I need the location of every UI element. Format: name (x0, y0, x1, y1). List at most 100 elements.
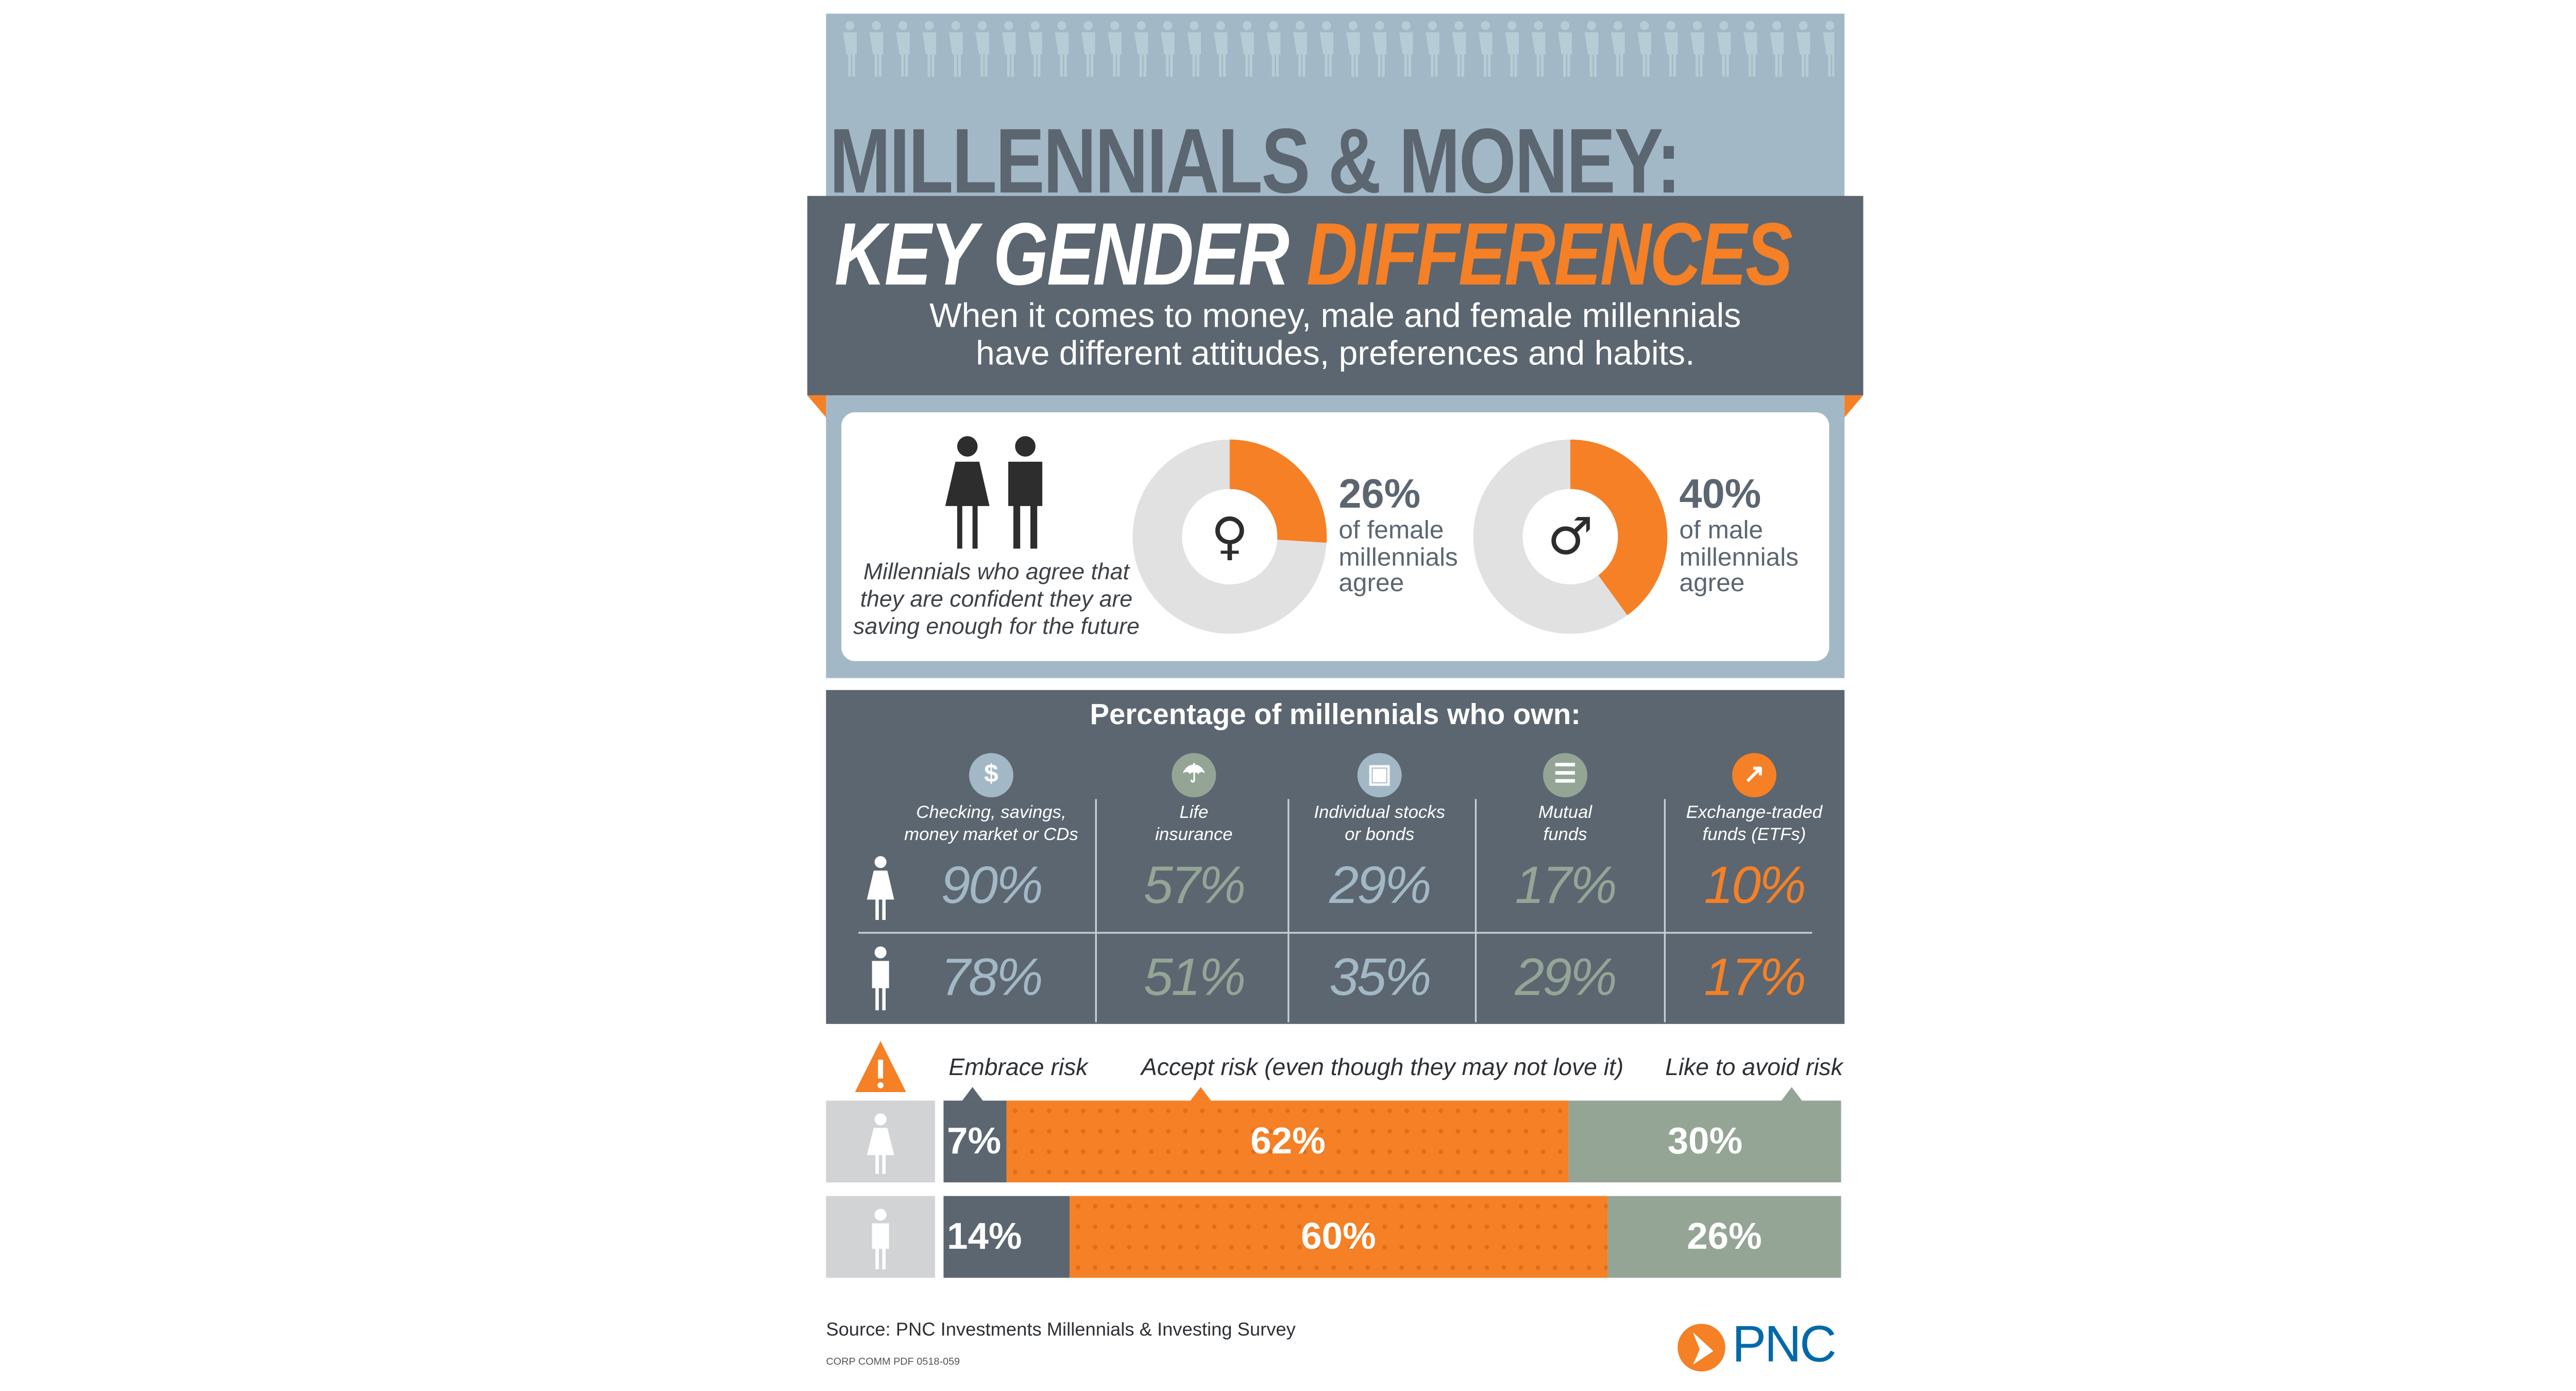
label-line: of male (1679, 516, 1764, 545)
person-silhouette (1108, 21, 1122, 77)
male-icon-box (826, 1196, 935, 1278)
male-donut-label: 40% of male millennials agree (1679, 473, 1799, 598)
donut-slice (1570, 439, 1668, 615)
embrace-risk-label: Embrace risk (948, 1052, 1088, 1080)
female-ownership-value: 17% (1515, 855, 1617, 915)
male-ownership-value: 17% (1704, 947, 1806, 1007)
male-risk-bar: 14% 60% 26% (943, 1196, 1841, 1278)
label-line: Exchange-traded (1686, 802, 1823, 823)
subtitle-line-2: have different attitudes, preferences an… (975, 336, 1695, 373)
subtitle-line-1: When it comes to money, male and female … (929, 298, 1741, 336)
person-silhouette (1134, 21, 1148, 77)
person-silhouette (1717, 21, 1731, 77)
ownership-column-label: Exchange-traded funds (ETFs) (1660, 802, 1848, 847)
person-silhouette (1161, 21, 1175, 77)
avoid-risk-segment: 26% (1607, 1196, 1841, 1278)
caption-line: Millennials who agree that (863, 559, 1129, 584)
person-silhouette (1823, 21, 1835, 77)
title-band (807, 196, 1863, 395)
label-line: Mutual (1538, 802, 1592, 823)
label-line: Life (1179, 802, 1209, 823)
female-icon-box (826, 1100, 935, 1183)
female-person-icon (867, 856, 894, 920)
person-silhouette (1028, 21, 1042, 77)
pointer (962, 1087, 983, 1101)
person-silhouette (1266, 21, 1281, 77)
label-line: millennials (1338, 542, 1458, 572)
title-line-2: KEY GENDER DIFFERENCES (834, 206, 1793, 305)
female-person-icon (867, 1113, 894, 1174)
label-line: millennials (1679, 542, 1799, 572)
segment-value: 14% (947, 1215, 1022, 1258)
person-silhouette (1187, 21, 1201, 77)
segment-value: 62% (1250, 1119, 1326, 1162)
female-ownership-value: 90% (941, 855, 1043, 915)
avoid-risk-segment: 30% (1569, 1100, 1841, 1183)
male-ownership-value: 51% (1143, 947, 1246, 1007)
column-divider (1095, 799, 1097, 1023)
ribbon-fold-right (1844, 395, 1863, 417)
caption-line: saving enough for the future (853, 613, 1140, 639)
dollar-icon: $ (969, 753, 1013, 798)
segment-value: 26% (1687, 1215, 1762, 1258)
segment-value: 30% (1667, 1119, 1743, 1162)
label-line: funds (1543, 825, 1587, 845)
title-key-gender: KEY GENDER (834, 206, 1307, 305)
male-symbol-icon: ♂ (1547, 507, 1593, 566)
pnc-logo-text[interactable]: PNC (1732, 1317, 1837, 1373)
label-line: or bonds (1345, 825, 1415, 845)
label-line: agree (1679, 569, 1745, 598)
certificate-icon: ▣ (1357, 753, 1402, 798)
person-silhouette (1505, 21, 1519, 77)
person-silhouette (975, 21, 989, 77)
ownership-column-label: Mutual funds (1471, 802, 1659, 847)
people-row-decoration (843, 21, 1835, 77)
ownership-column-label: Life insurance (1100, 802, 1288, 847)
person-silhouette (1399, 21, 1413, 77)
umbrella-icon: ☂ (1172, 753, 1216, 798)
person-silhouette (1372, 21, 1386, 77)
title-differences: DIFFERENCES (1306, 206, 1793, 305)
ribbon-fold-left (807, 395, 826, 417)
male-person-icon (872, 946, 889, 1011)
person-silhouette (1346, 21, 1360, 77)
male-person-icon (872, 1209, 889, 1269)
pointer (1781, 1087, 1802, 1101)
person-silhouette (1240, 21, 1254, 77)
male-ownership-value: 35% (1329, 947, 1432, 1007)
person-silhouette (1293, 21, 1307, 77)
person-silhouette (1664, 21, 1678, 77)
ownership-column-label: Checking, savings, money market or CDs (897, 802, 1085, 847)
person-silhouette (1452, 21, 1466, 77)
person-silhouette (1558, 21, 1572, 77)
segment-value: 7% (947, 1119, 1002, 1162)
source-note: Source: PNC Investments Millennials & In… (826, 1320, 1296, 1341)
clipboard-icon: ☰ (1543, 753, 1588, 798)
couple-icon (945, 436, 1043, 549)
female-percent: 26% (1338, 472, 1421, 518)
title-line-1: MILLENNIALS & MONEY: (829, 110, 1681, 213)
label-line: agree (1338, 569, 1404, 598)
label-line: money market or CDs (904, 825, 1078, 845)
ownership-panel (826, 690, 1845, 1024)
male-donut-chart: ♂ (1473, 439, 1668, 634)
person-silhouette (896, 21, 910, 77)
embrace-risk-segment: 7% (943, 1100, 1007, 1183)
subtitle: When it comes to money, male and female … (807, 298, 1863, 373)
embrace-risk-segment: 14% (943, 1196, 1070, 1278)
female-ownership-value: 29% (1329, 855, 1432, 915)
person-silhouette (948, 21, 963, 77)
person-silhouette (1081, 21, 1095, 77)
person-silhouette (1531, 21, 1546, 77)
person-silhouette (1796, 21, 1810, 77)
person-silhouette (1002, 21, 1016, 77)
column-divider (1475, 799, 1477, 1023)
warning-icon (855, 1041, 906, 1093)
female-donut-chart: ♀ (1132, 439, 1327, 634)
accept-risk-segment: 62% (1007, 1100, 1569, 1183)
person-silhouette (1743, 21, 1757, 77)
person-silhouette (1611, 21, 1625, 77)
document-code: CORP COMM PDF 0518-059 (826, 1358, 960, 1368)
person-silhouette (1690, 21, 1704, 77)
